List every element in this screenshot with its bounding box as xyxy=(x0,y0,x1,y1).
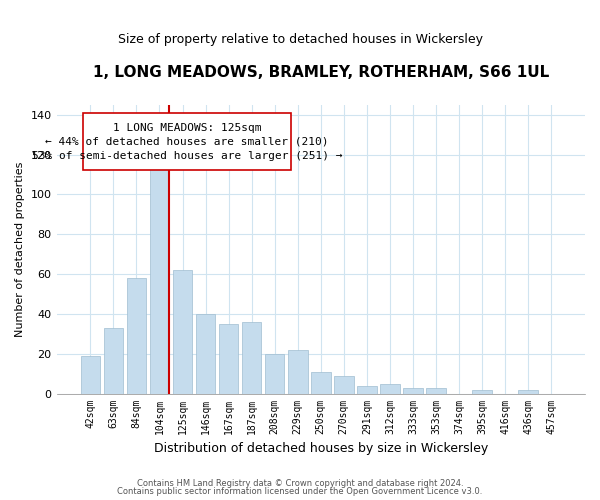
Y-axis label: Number of detached properties: Number of detached properties xyxy=(15,162,25,337)
Text: 1 LONG MEADOWS: 125sqm
← 44% of detached houses are smaller (210)
53% of semi-de: 1 LONG MEADOWS: 125sqm ← 44% of detached… xyxy=(32,122,343,160)
Bar xyxy=(242,322,262,394)
Bar xyxy=(149,164,169,394)
Bar xyxy=(426,388,446,394)
X-axis label: Distribution of detached houses by size in Wickersley: Distribution of detached houses by size … xyxy=(154,442,488,455)
Bar xyxy=(173,270,193,394)
FancyBboxPatch shape xyxy=(83,112,291,170)
Title: 1, LONG MEADOWS, BRAMLEY, ROTHERHAM, S66 1UL: 1, LONG MEADOWS, BRAMLEY, ROTHERHAM, S66… xyxy=(92,65,549,80)
Bar xyxy=(403,388,423,394)
Bar xyxy=(380,384,400,394)
Bar xyxy=(311,372,331,394)
Bar xyxy=(196,314,215,394)
Text: Contains HM Land Registry data © Crown copyright and database right 2024.: Contains HM Land Registry data © Crown c… xyxy=(137,478,463,488)
Bar xyxy=(472,390,492,394)
Bar xyxy=(104,328,123,394)
Bar xyxy=(357,386,377,394)
Bar xyxy=(219,324,238,394)
Text: Size of property relative to detached houses in Wickersley: Size of property relative to detached ho… xyxy=(118,32,482,46)
Bar xyxy=(334,376,353,394)
Bar xyxy=(265,354,284,394)
Bar xyxy=(127,278,146,394)
Bar xyxy=(518,390,538,394)
Bar xyxy=(80,356,100,394)
Text: Contains public sector information licensed under the Open Government Licence v3: Contains public sector information licen… xyxy=(118,487,482,496)
Bar xyxy=(288,350,308,394)
